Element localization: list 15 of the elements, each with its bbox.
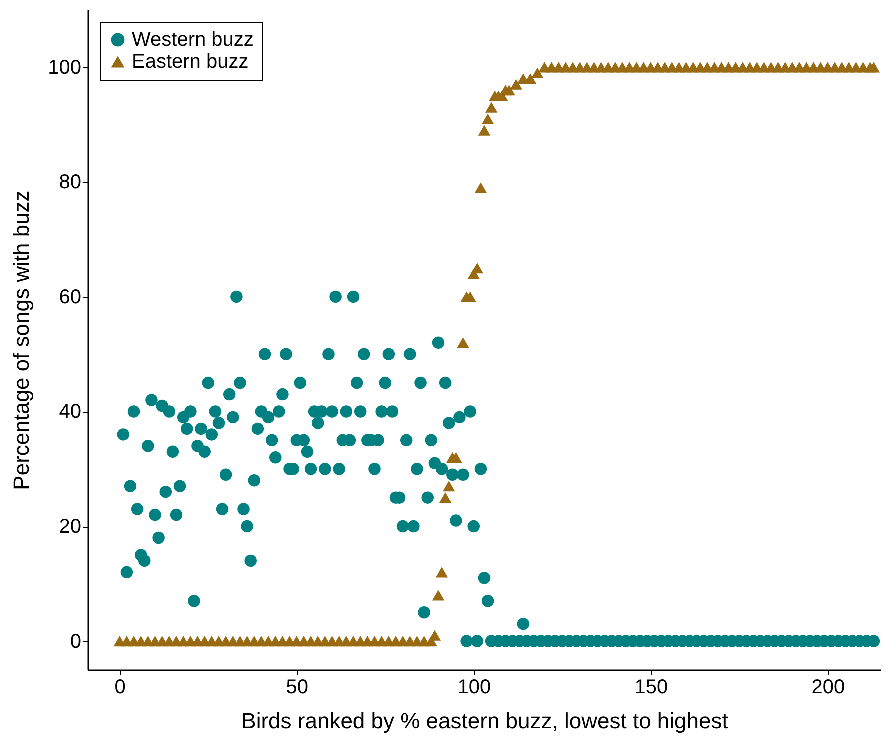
- y-tick-label: 60: [59, 286, 82, 308]
- legend-label: Eastern buzz: [132, 51, 249, 73]
- x-tick-label: 150: [634, 676, 668, 698]
- x-axis-title: Birds ranked by % eastern buzz, lowest to highest: [242, 708, 728, 734]
- y-tick-label: 40: [59, 401, 82, 424]
- y-tick-label: 80: [59, 172, 82, 194]
- y-axis-title: Percentage of songs with buzz: [9, 190, 34, 490]
- x-tick-label: 200: [812, 676, 846, 698]
- y-tick-label: 0: [70, 630, 82, 653]
- x-tick-label: 100: [458, 676, 492, 698]
- legend-label: Western buzz: [132, 29, 254, 51]
- x-tick-label: 0: [114, 676, 126, 698]
- x-tick-label: 50: [286, 676, 308, 698]
- y-tick-label: 20: [59, 516, 82, 538]
- y-tick-label: 100: [48, 56, 82, 79]
